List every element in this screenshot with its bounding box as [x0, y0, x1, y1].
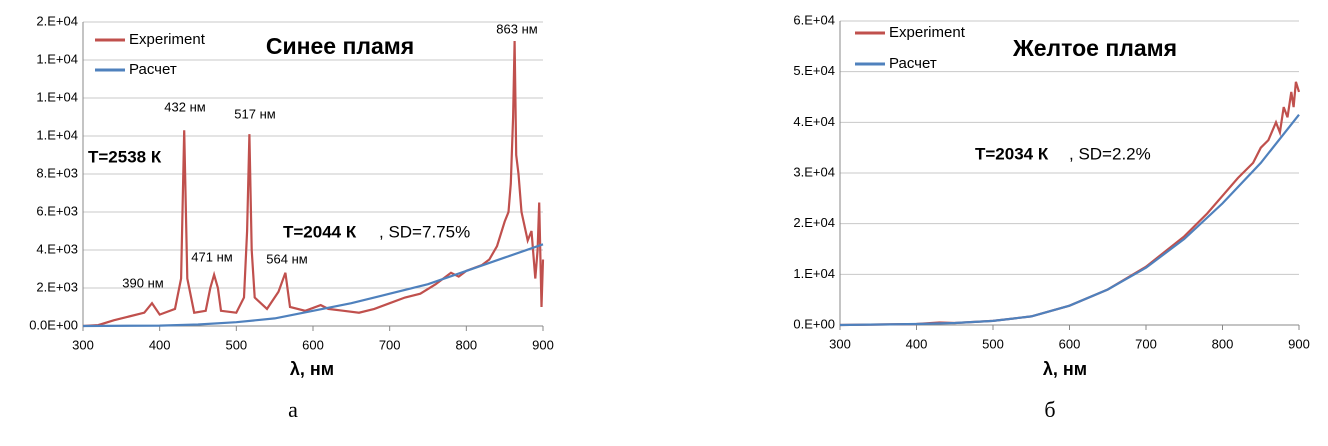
y-tick-label: 3.E+04: [793, 164, 835, 179]
y-tick-label: 2.E+04: [793, 215, 835, 230]
x-tick-label: 300: [72, 337, 94, 352]
y-tick-label: 8.E+03: [36, 165, 78, 180]
chart-title: Желтое пламя: [1012, 35, 1177, 61]
annotation: 390 нм: [122, 275, 163, 290]
y-tick-label: 6.E+03: [36, 203, 78, 218]
x-tick-label: 700: [1135, 336, 1157, 351]
y-tick-label: 0.E+00: [793, 316, 835, 331]
annotation: 471 нм: [191, 249, 232, 264]
annotation: T=2044 К: [283, 222, 357, 241]
legend-label: Experiment: [129, 31, 206, 48]
data-line: [82, 40, 545, 328]
y-tick-label: 5.E+04: [793, 63, 835, 78]
x-tick-label: 500: [982, 336, 1004, 351]
y-tick-label: 2.E+03: [36, 279, 78, 294]
data-line: [839, 114, 1300, 327]
y-tick-label: 1.E+04: [793, 266, 835, 281]
legend-label: Расчет: [889, 55, 937, 72]
annotation: T=2034 К: [975, 144, 1049, 163]
caption: а: [288, 397, 298, 422]
annotation: 517 нм: [234, 106, 275, 121]
y-tick-label: 2.E+04: [36, 13, 78, 28]
y-tick-label: 1.E+04: [36, 127, 78, 142]
y-tick-label: 1.E+04: [36, 51, 78, 66]
annotation: 432 нм: [164, 99, 205, 114]
x-tick-label: 300: [829, 336, 851, 351]
y-tick-label: 6.E+04: [793, 12, 835, 27]
x-tick-label: 400: [149, 337, 171, 352]
x-tick-label: 400: [906, 336, 928, 351]
data-line: [82, 243, 544, 328]
y-tick-label: 0.0E+00: [29, 317, 78, 332]
annotation: 564 нм: [266, 251, 307, 266]
x-tick-label: 900: [1288, 336, 1310, 351]
data-line: [839, 81, 1301, 327]
y-tick-label: 4.E+03: [36, 241, 78, 256]
annotation: T=2538 К: [88, 147, 162, 166]
legend-label: Расчет: [129, 61, 177, 78]
x-tick-label: 800: [1212, 336, 1234, 351]
x-tick-label: 800: [455, 337, 477, 352]
x-tick-label: 700: [379, 337, 401, 352]
y-tick-label: 1.E+04: [36, 89, 78, 104]
legend-label: Experiment: [889, 24, 966, 41]
x-tick-label: 600: [302, 337, 324, 352]
x-tick-label: 600: [1059, 336, 1081, 351]
annotation: , SD=7.75%: [379, 222, 470, 241]
x-tick-label: 500: [225, 337, 247, 352]
x-tick-label: 900: [532, 337, 554, 352]
chart-title: Синее пламя: [266, 33, 414, 59]
x-axis-label: λ, нм: [290, 359, 334, 379]
annotation: , SD=2.2%: [1069, 144, 1151, 163]
x-axis-label: λ, нм: [1043, 359, 1087, 379]
caption: б: [1044, 397, 1055, 422]
y-tick-label: 4.E+04: [793, 114, 835, 129]
annotation: 863 нм: [496, 21, 537, 36]
